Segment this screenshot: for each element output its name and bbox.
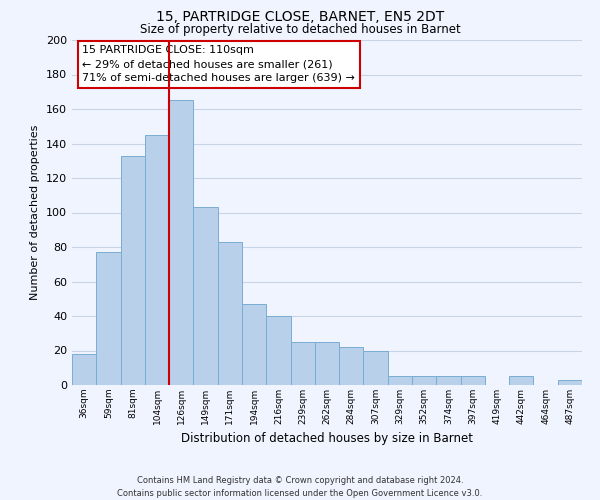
Y-axis label: Number of detached properties: Number of detached properties <box>31 125 40 300</box>
Bar <box>218 242 242 385</box>
Bar <box>364 350 388 385</box>
Text: Contains HM Land Registry data © Crown copyright and database right 2024.
Contai: Contains HM Land Registry data © Crown c… <box>118 476 482 498</box>
Text: Size of property relative to detached houses in Barnet: Size of property relative to detached ho… <box>140 22 460 36</box>
Text: 15, PARTRIDGE CLOSE, BARNET, EN5 2DT: 15, PARTRIDGE CLOSE, BARNET, EN5 2DT <box>156 10 444 24</box>
Bar <box>509 376 533 385</box>
Bar <box>315 342 339 385</box>
Bar <box>436 376 461 385</box>
Bar <box>339 347 364 385</box>
Bar <box>96 252 121 385</box>
Bar <box>266 316 290 385</box>
X-axis label: Distribution of detached houses by size in Barnet: Distribution of detached houses by size … <box>181 432 473 446</box>
Bar <box>290 342 315 385</box>
Bar <box>121 156 145 385</box>
Bar <box>169 100 193 385</box>
Bar <box>145 135 169 385</box>
Bar <box>412 376 436 385</box>
Bar <box>388 376 412 385</box>
Bar <box>193 208 218 385</box>
Bar <box>72 354 96 385</box>
Text: 15 PARTRIDGE CLOSE: 110sqm
← 29% of detached houses are smaller (261)
71% of sem: 15 PARTRIDGE CLOSE: 110sqm ← 29% of deta… <box>82 45 355 83</box>
Bar <box>558 380 582 385</box>
Bar <box>242 304 266 385</box>
Bar <box>461 376 485 385</box>
